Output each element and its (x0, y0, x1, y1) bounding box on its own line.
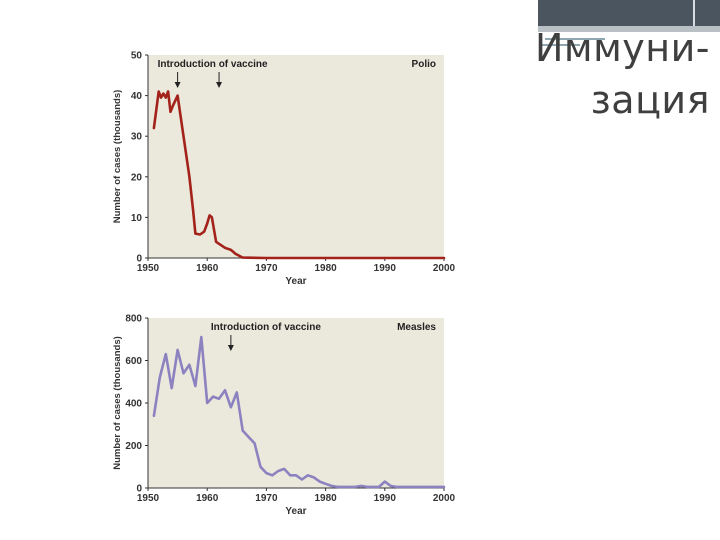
x-tick-label: 1990 (374, 493, 397, 504)
y-tick-label: 400 (125, 399, 142, 410)
decorative-line (540, 44, 580, 46)
x-tick-label: 1950 (137, 493, 160, 504)
y-tick-label: 40 (131, 91, 143, 102)
annotation-text: Introduction of vaccine (211, 322, 321, 333)
header-accent-bar (538, 0, 720, 26)
x-tick-label: 2000 (433, 263, 456, 274)
y-tick-label: 20 (131, 172, 143, 183)
slide-title: Иммуни- зация (535, 22, 710, 126)
x-tick-label: 1970 (255, 493, 278, 504)
y-tick-label: 0 (136, 254, 142, 265)
annotation-arrow-head (174, 82, 181, 88)
series-line (152, 90, 446, 260)
x-axis-label: Year (285, 506, 306, 517)
chart-polio: 0 10 20 30 40 50 1950 1960 1970 1980 1990 2000 Year N… (112, 51, 456, 288)
x-tick-label: 2000 (433, 493, 456, 504)
slide-title-line-2: зация (590, 78, 710, 122)
y-tick-label: 800 (125, 314, 142, 325)
y-tick-label: 0 (136, 484, 142, 495)
y-tick-label: 30 (131, 132, 143, 143)
plot-background (148, 55, 444, 258)
x-tick-label: 1960 (196, 263, 219, 274)
slide-title-line-1: Иммуни- (534, 26, 710, 70)
x-tick-label: 1980 (314, 493, 337, 504)
panel-label: Measles (397, 322, 436, 333)
annotation-arrow-head (216, 82, 223, 88)
header-accent-strip (538, 26, 720, 32)
y-tick-label: 10 (131, 213, 143, 224)
header-accent-tick (693, 0, 695, 26)
y-tick-label: 50 (131, 51, 143, 62)
x-tick-label: 1970 (255, 263, 278, 274)
decorative-line (545, 38, 605, 40)
y-axis-label: Number of cases (thousands) (112, 90, 123, 224)
annotation-arrow-head (227, 345, 234, 351)
x-tick-label: 1990 (374, 263, 397, 274)
panel-label: Polio (412, 59, 436, 70)
series-line (152, 335, 446, 489)
x-tick-label: 1980 (314, 263, 337, 274)
plot-background (148, 318, 444, 488)
x-axis-label: Year (285, 276, 306, 287)
y-tick-label: 600 (125, 356, 142, 367)
annotation-text: Introduction of vaccine (158, 59, 268, 70)
y-tick-label: 200 (125, 441, 142, 452)
y-axis-label: Number of cases (thousands) (112, 336, 123, 470)
x-tick-label: 1950 (137, 263, 160, 274)
x-tick-label: 1960 (196, 493, 219, 504)
chart-measles: 0 200 400 600 800 1950 1960 1970 1980 1990 2000 Yea… (112, 314, 456, 518)
